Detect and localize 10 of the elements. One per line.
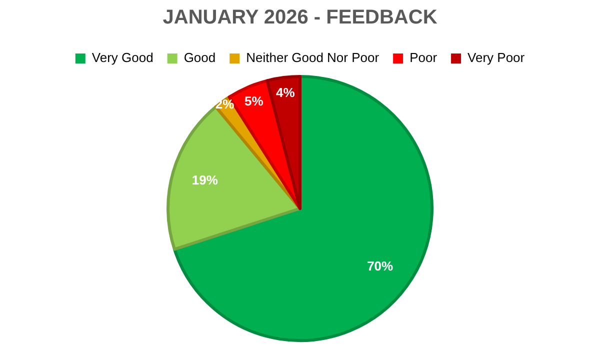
legend-label: Very Poor [468, 50, 526, 66]
legend-label: Good [184, 50, 216, 66]
legend-label: Neither Good Nor Poor [246, 50, 380, 66]
data-label: 4% [276, 84, 296, 100]
data-label: 70% [367, 258, 394, 274]
data-label: 5% [244, 93, 264, 108]
chart-title: JANUARY 2026 - FEEDBACK [162, 6, 438, 29]
legend-label: Very Good [92, 50, 154, 66]
data-label: 19% [192, 172, 218, 188]
legend-label: Poor [410, 50, 438, 66]
